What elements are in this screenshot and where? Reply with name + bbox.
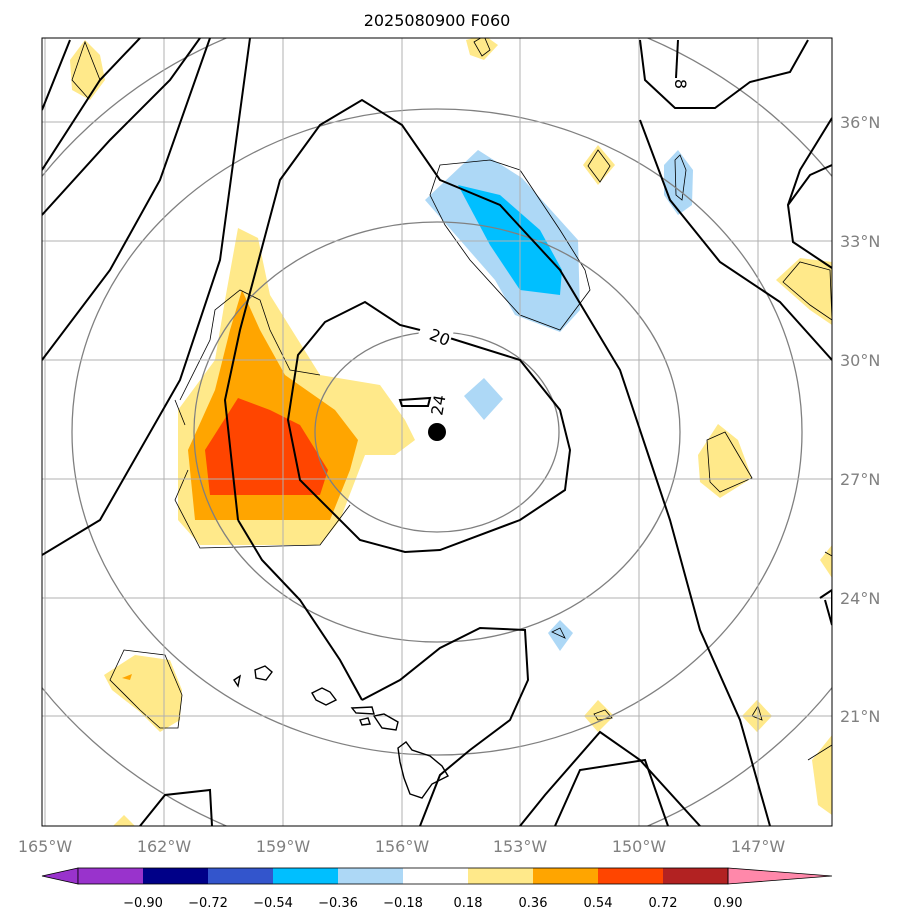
gridlines — [42, 38, 832, 826]
colorbar-swatch — [468, 868, 533, 884]
map-frame — [41, 37, 833, 827]
lat-label: 33°N — [840, 232, 880, 251]
plot-title: 2025080900 F060 — [364, 11, 511, 30]
colorbar-tick: −0.18 — [383, 896, 423, 911]
lon-label: 165°W — [18, 837, 73, 856]
colorbar-swatch — [403, 868, 468, 884]
colorbar-tick: −0.90 — [123, 896, 163, 911]
thick-contours — [42, 38, 832, 826]
colorbar-tick-labels: −0.90 −0.72 −0.54 −0.36 −0.18 0.18 0.36 … — [123, 896, 742, 911]
colorbar-tick: 0.54 — [584, 896, 613, 911]
colorbar-swatch — [663, 868, 728, 884]
map-area: 20 24 8 — [42, 38, 832, 826]
colorbar-tick: 0.90 — [714, 896, 743, 911]
latitude-labels: 36°N 33°N 30°N 27°N 24°N 21°N — [840, 113, 880, 726]
lat-label: 36°N — [840, 113, 880, 132]
contour-label-24: 24 — [427, 393, 449, 416]
lon-label: 162°W — [137, 837, 192, 856]
colorbar-tick: 0.18 — [454, 896, 483, 911]
longitude-labels: 165°W 162°W 159°W 156°W 153°W 150°W 147°… — [18, 837, 786, 856]
colorbar-tick: 0.36 — [519, 896, 548, 911]
colorbar-tick: −0.36 — [318, 896, 358, 911]
colorbar-swatch — [273, 868, 338, 884]
colorbar-swatch — [208, 868, 273, 884]
colorbar-tick: −0.72 — [188, 896, 228, 911]
lat-label: 30°N — [840, 351, 880, 370]
lon-label: 156°W — [375, 837, 430, 856]
colorbar-swatch — [143, 868, 208, 884]
colorbar-swatch — [727, 867, 833, 885]
lon-label: 153°W — [493, 837, 548, 856]
hawaii-coastlines — [233, 665, 449, 799]
lat-label: 24°N — [840, 589, 880, 608]
colorbar-swatch — [41, 867, 79, 885]
colorbar-tick: −0.54 — [253, 896, 293, 911]
lat-label: 27°N — [840, 470, 880, 489]
colorbar — [41, 867, 833, 885]
range-rings — [42, 38, 832, 826]
colorbar-swatch — [598, 868, 663, 884]
colorbar-swatch — [78, 868, 143, 884]
colorbar-swatch — [338, 868, 403, 884]
contour-label-8: 8 — [671, 79, 690, 89]
lat-label: 21°N — [840, 707, 880, 726]
storm-center-marker — [428, 423, 446, 441]
lon-label: 150°W — [612, 837, 667, 856]
lon-label: 159°W — [256, 837, 311, 856]
lon-label: 147°W — [731, 837, 786, 856]
colorbar-tick: 0.72 — [649, 896, 678, 911]
colorbar-swatch — [533, 868, 598, 884]
